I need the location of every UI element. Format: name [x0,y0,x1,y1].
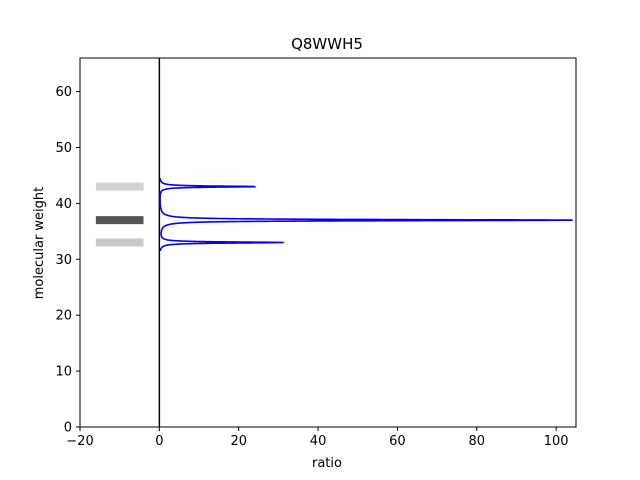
y-tick-label: 30 [55,253,72,268]
x-tick-label: 60 [389,434,406,449]
y-tick-label: 0 [64,421,72,436]
series-line-0 [159,178,572,252]
x-tick-label: 40 [310,434,327,449]
y-tick-label: 60 [55,85,72,100]
band-2 [95,238,144,247]
peak-point-1 [571,219,573,221]
y-tick-label: 50 [55,141,72,156]
axes-frame [79,57,577,428]
x-tick-label: 0 [155,434,163,449]
x-tick-label: 20 [230,434,247,449]
band-0 [95,182,144,191]
peak-point-2 [253,185,256,188]
x-tick-label: 80 [469,434,486,449]
x-tick-label: 100 [544,434,569,449]
x-tick-label: −20 [66,434,93,449]
y-tick-label: 40 [55,197,72,212]
band-1 [95,216,144,225]
y-tick-label: 10 [55,365,72,380]
x-axis-label: ratio [312,456,342,471]
peak-point-0 [281,241,284,244]
chart-title: Q8WWH5 [291,35,363,53]
y-axis-label: molecular weight [32,187,47,300]
y-tick-label: 20 [55,309,72,324]
